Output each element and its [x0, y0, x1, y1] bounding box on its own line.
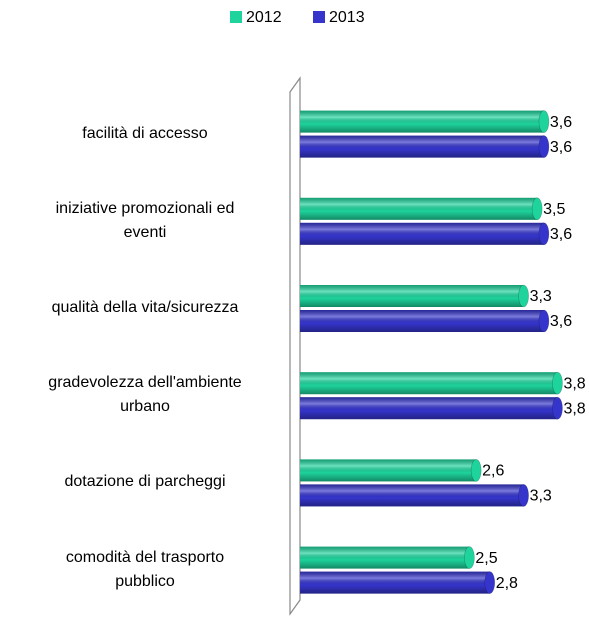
value-label: 3,3: [530, 488, 552, 505]
bar-shade: [300, 197, 538, 220]
value-label: 3,5: [543, 201, 565, 218]
legend-label: 2013: [329, 9, 365, 26]
bar-cap: [531, 197, 543, 221]
bar-shade: [300, 110, 544, 133]
bar-cap: [538, 110, 550, 133]
bar: [300, 459, 482, 482]
category-label: comodità del trasporto pubblico: [65, 548, 225, 590]
value-label: 3,6: [550, 114, 572, 131]
value-label: 3,6: [550, 226, 572, 243]
bar-cap: [484, 571, 496, 594]
value-label: 3,3: [530, 288, 552, 305]
value-label: 3,6: [550, 313, 572, 330]
value-label: 3,8: [563, 400, 585, 417]
bar-cap: [464, 546, 475, 569]
bar-shade: [300, 310, 544, 332]
category-label: iniziative promozionali ed eventi: [55, 199, 235, 241]
bar-shade: [300, 222, 544, 245]
bar-cap: [518, 284, 529, 308]
bar: [300, 484, 529, 507]
category-label: gradevolezza dell'ambiente urbano: [48, 374, 242, 416]
bar-cap: [552, 371, 563, 395]
value-label: 3,8: [563, 375, 585, 392]
value-label: 2,5: [475, 550, 497, 567]
legend-swatch: [230, 11, 242, 23]
bar: [300, 571, 496, 594]
axis-wall: [289, 76, 301, 616]
legend-label: 2012: [246, 9, 282, 26]
bar: [300, 396, 563, 420]
value-label: 2,8: [496, 575, 518, 592]
value-label: 3,6: [550, 139, 572, 156]
bar-cap: [470, 459, 482, 482]
bar: [300, 309, 550, 333]
bar-shade: [300, 546, 470, 569]
legend-swatch: [313, 11, 325, 23]
bar-cap: [518, 484, 529, 507]
bar-shade: [300, 397, 558, 420]
bar: [300, 371, 563, 395]
category-label: dotazione di parcheggi: [64, 473, 226, 491]
bar-shade: [300, 571, 490, 594]
bar-cap: [552, 396, 563, 420]
bar: [300, 135, 550, 158]
bar-cap: [538, 309, 550, 333]
bar-cap: [538, 222, 550, 246]
bar-cap: [538, 135, 550, 158]
bar: [300, 110, 550, 133]
bar: [300, 546, 475, 569]
bar-shade: [300, 459, 477, 482]
bar: [300, 197, 543, 221]
bar: [300, 284, 529, 308]
bar-shade: [300, 285, 524, 307]
bar-shade: [300, 135, 544, 158]
category-label: qualità della vita/sicurezza: [51, 299, 239, 316]
bar-shade: [300, 372, 558, 395]
bar-shade: [300, 484, 524, 507]
value-label: 2,6: [482, 463, 504, 480]
category-label: facilità di accesso: [82, 124, 208, 142]
bar: [300, 222, 550, 246]
